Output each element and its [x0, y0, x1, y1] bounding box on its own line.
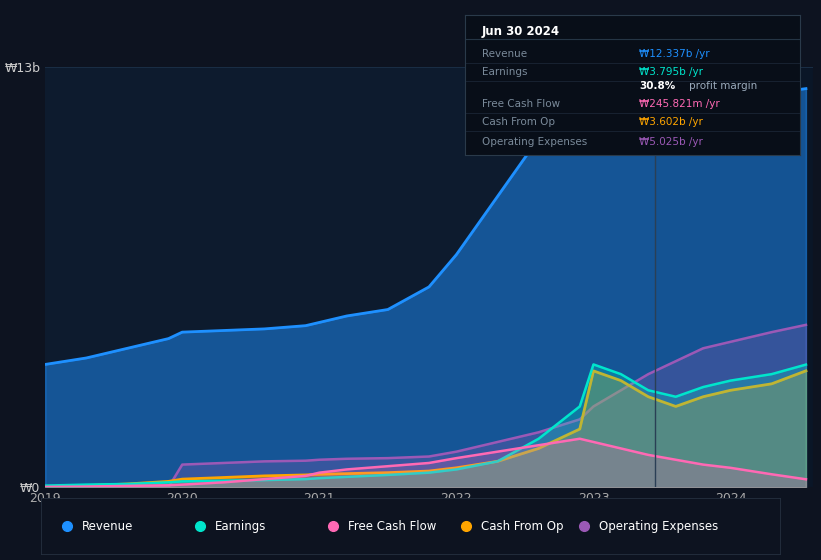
Text: 30.8%: 30.8% — [640, 81, 676, 91]
Text: Revenue: Revenue — [482, 49, 527, 59]
Text: Earnings: Earnings — [215, 520, 266, 533]
Text: ₩5.025b /yr: ₩5.025b /yr — [640, 137, 703, 147]
Text: Cash From Op: Cash From Op — [481, 520, 563, 533]
Text: Jun 30 2024: Jun 30 2024 — [482, 25, 560, 38]
Text: Free Cash Flow: Free Cash Flow — [482, 99, 560, 109]
Text: Free Cash Flow: Free Cash Flow — [348, 520, 436, 533]
Text: Operating Expenses: Operating Expenses — [482, 137, 587, 147]
Text: Revenue: Revenue — [82, 520, 133, 533]
Text: ₩3.795b /yr: ₩3.795b /yr — [640, 67, 704, 77]
Text: Operating Expenses: Operating Expenses — [599, 520, 718, 533]
Text: ₩3.602b /yr: ₩3.602b /yr — [640, 117, 703, 127]
Text: Cash From Op: Cash From Op — [482, 117, 555, 127]
Text: ₩12.337b /yr: ₩12.337b /yr — [640, 49, 710, 59]
Text: ₩245.821m /yr: ₩245.821m /yr — [640, 99, 720, 109]
Text: profit margin: profit margin — [690, 81, 758, 91]
Text: Earnings: Earnings — [482, 67, 527, 77]
Bar — [655, 67, 813, 487]
